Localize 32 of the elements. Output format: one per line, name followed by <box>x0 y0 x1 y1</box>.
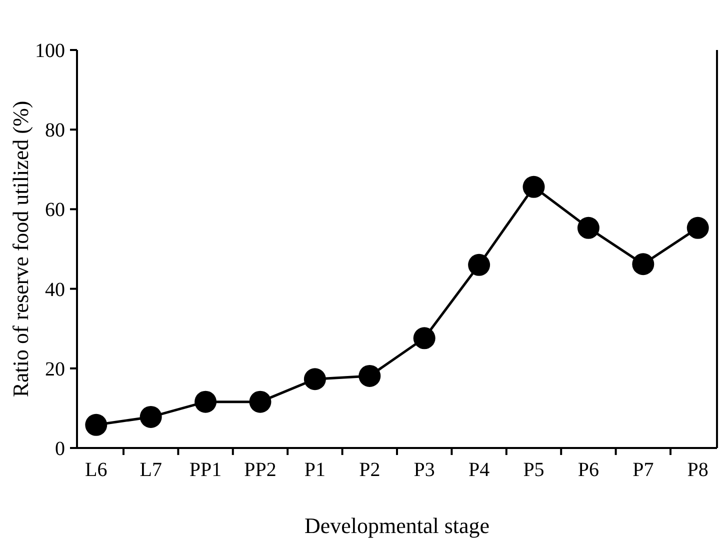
x-tick-label: P2 <box>359 459 380 481</box>
point <box>632 253 654 276</box>
y-tick-label: 40 <box>45 278 65 301</box>
y-tick-label: 20 <box>45 358 65 380</box>
point <box>413 327 436 350</box>
point <box>577 216 600 239</box>
x-tick-label: PP2 <box>244 459 276 481</box>
point <box>304 368 326 390</box>
point <box>249 390 272 413</box>
y-axis-title: Ratio of reserve food utilized (%) <box>8 100 33 398</box>
y-tick-label: 100 <box>35 40 65 62</box>
y-tick-label: 80 <box>45 120 65 142</box>
x-tick-label: P4 <box>468 459 490 481</box>
y-tick-label: 0 <box>55 438 65 460</box>
point <box>85 414 108 436</box>
x-tick-label: P7 <box>632 459 654 481</box>
point <box>358 364 381 387</box>
x-tick-label: P3 <box>414 459 435 481</box>
x-tick-label: PP1 <box>189 459 222 481</box>
x-tick-label: P8 <box>687 459 708 481</box>
x-tick-label: L6 <box>85 459 108 481</box>
y-tick-label: 60 <box>45 199 65 222</box>
x-tick-label: P1 <box>304 459 326 481</box>
point <box>686 216 709 239</box>
point <box>522 176 545 198</box>
x-tick-label: P5 <box>523 459 544 481</box>
point <box>140 406 162 428</box>
point <box>468 254 490 276</box>
x-tick-label: P6 <box>578 459 600 481</box>
point <box>194 390 217 413</box>
x-tick-label: L7 <box>140 459 162 481</box>
x-axis-title: Developmental stage <box>304 513 490 538</box>
